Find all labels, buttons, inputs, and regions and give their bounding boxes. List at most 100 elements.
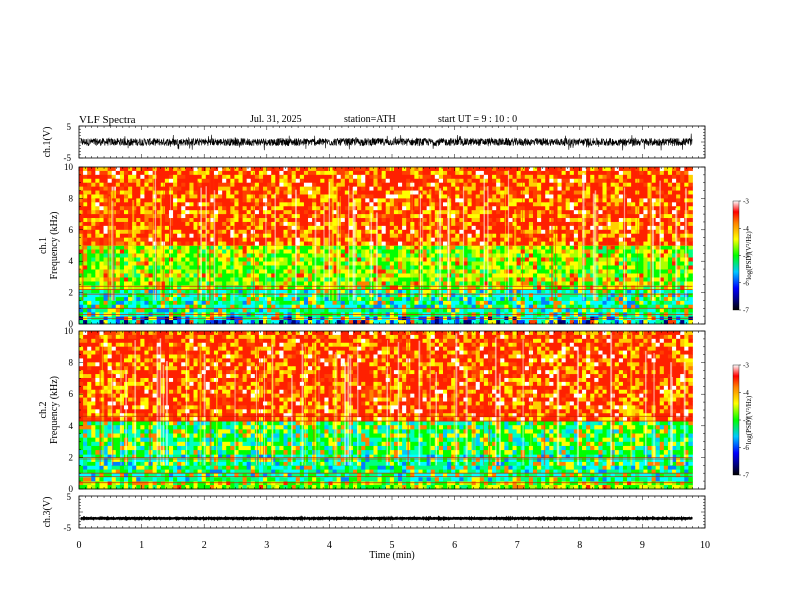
spectrogram-cell bbox=[520, 249, 526, 254]
spectrogram-cell bbox=[402, 257, 407, 262]
spectrogram-cell bbox=[537, 293, 542, 298]
spectrogram-cell bbox=[430, 221, 436, 227]
spectrogram-cell bbox=[83, 269, 88, 274]
spectrogram-cell bbox=[467, 273, 473, 278]
spectrogram-cell bbox=[291, 194, 297, 199]
spectrogram-cell bbox=[328, 241, 333, 246]
spectrogram-cell bbox=[140, 229, 145, 235]
spectrogram-cell bbox=[406, 308, 411, 313]
spectrogram-cell bbox=[430, 182, 436, 188]
spectrogram-cell bbox=[667, 277, 673, 282]
spectrogram-cell bbox=[132, 285, 137, 290]
spectrogram-cell bbox=[348, 186, 354, 191]
spectrogram-cell bbox=[393, 182, 399, 188]
spectrogram-cell bbox=[385, 285, 391, 290]
spectrogram-cell bbox=[295, 198, 301, 203]
spectrogram-cell bbox=[226, 245, 231, 250]
spectrogram-cell bbox=[516, 308, 522, 313]
spectrogram-cell bbox=[103, 194, 109, 199]
spectrogram-cell bbox=[598, 281, 603, 286]
spectrogram-cell bbox=[299, 237, 305, 242]
spectrogram-cell bbox=[107, 214, 113, 219]
spectrogram-cell bbox=[537, 320, 542, 325]
spectrogram-cell bbox=[479, 285, 485, 290]
spectrogram-cell bbox=[177, 253, 182, 258]
spectrogram-cell bbox=[402, 269, 407, 274]
spectrogram-cell bbox=[119, 194, 125, 199]
spectrogram-cell bbox=[672, 257, 677, 262]
spectrogram-cell bbox=[402, 174, 407, 180]
spectrogram-cell bbox=[197, 225, 203, 231]
spectrogram-cell bbox=[160, 170, 166, 176]
spectrogram-cell bbox=[443, 249, 448, 254]
spectrogram-cell bbox=[303, 297, 309, 302]
spectrogram-cell bbox=[643, 273, 648, 278]
spectrogram-cell bbox=[226, 320, 231, 325]
spectrogram-cell bbox=[676, 249, 681, 254]
spectrogram-cell bbox=[487, 320, 493, 325]
spectrogram-cell bbox=[467, 265, 473, 270]
spectrogram-cell bbox=[312, 289, 317, 294]
spectrogram-cell bbox=[455, 269, 460, 274]
spectrogram-cell bbox=[410, 320, 415, 325]
spectrogram-cell bbox=[402, 182, 407, 188]
spectrogram-cell bbox=[99, 308, 104, 313]
spectrogram-cell bbox=[267, 206, 272, 211]
spectrogram-cell bbox=[639, 277, 644, 282]
spectrogram-cell bbox=[631, 304, 636, 309]
spectrogram-cell bbox=[389, 253, 395, 258]
spectrogram-cell bbox=[622, 245, 628, 250]
spectrogram-cell bbox=[87, 174, 92, 180]
spectrogram-cell bbox=[316, 170, 321, 176]
spectrogram-cell bbox=[173, 300, 178, 306]
spectrogram-cell bbox=[123, 265, 129, 270]
spectrogram-cell bbox=[185, 249, 190, 254]
spectrogram-cell bbox=[426, 210, 432, 215]
spectrogram-cell bbox=[193, 170, 199, 176]
spectrogram-cell bbox=[234, 229, 239, 235]
spectrogram-cell bbox=[230, 178, 235, 184]
spectrogram-cell bbox=[230, 285, 235, 290]
spectrogram-cell bbox=[643, 304, 648, 309]
spectrogram-cell bbox=[414, 245, 419, 250]
spectrogram-cell bbox=[144, 194, 149, 199]
spectrogram-cell bbox=[132, 289, 137, 294]
spectrogram-cell bbox=[434, 206, 440, 211]
spectrogram-cell bbox=[365, 174, 370, 180]
spectrogram-cell bbox=[320, 297, 325, 302]
spectrogram-cell bbox=[222, 257, 227, 262]
spectrogram-cell bbox=[258, 253, 264, 258]
spectrogram-cell bbox=[618, 273, 624, 278]
spectrogram-cell bbox=[283, 241, 288, 246]
spectrogram-cell bbox=[434, 261, 440, 266]
spectrogram-cell bbox=[279, 249, 284, 254]
spectrogram-cell bbox=[614, 297, 620, 302]
spectrogram-cell bbox=[279, 293, 284, 298]
spectrogram-cell bbox=[197, 186, 203, 191]
spectrogram-cell bbox=[643, 320, 648, 325]
spectrogram-cell bbox=[87, 233, 92, 239]
spectrogram-cell bbox=[422, 214, 428, 219]
spectrogram-cell bbox=[344, 289, 350, 294]
spectrogram-cell bbox=[91, 281, 96, 286]
spectrogram-cell bbox=[201, 221, 207, 227]
spectrogram-cell bbox=[140, 304, 145, 309]
spectrogram-cell bbox=[303, 261, 309, 266]
spectrogram-cell bbox=[373, 182, 378, 188]
spectrogram-cell bbox=[344, 249, 350, 254]
spectrogram-cell bbox=[103, 273, 109, 278]
spectrogram-cell bbox=[369, 186, 374, 191]
spectrogram-cell bbox=[643, 245, 648, 250]
spectrogram-cell bbox=[357, 182, 362, 188]
spectrogram-cell bbox=[242, 253, 248, 258]
spectrogram-cell bbox=[254, 210, 260, 215]
spectrogram-cell bbox=[348, 304, 354, 309]
spectrogram-cell bbox=[586, 297, 591, 302]
spectrogram-cell bbox=[393, 253, 399, 258]
spectrogram-cell bbox=[496, 300, 501, 306]
spectrogram-cell bbox=[164, 241, 170, 246]
spectrogram-cell bbox=[291, 186, 297, 191]
spectrogram-cell bbox=[434, 178, 440, 184]
spectrogram-cell bbox=[524, 261, 530, 266]
spectrogram-cell bbox=[177, 174, 182, 180]
